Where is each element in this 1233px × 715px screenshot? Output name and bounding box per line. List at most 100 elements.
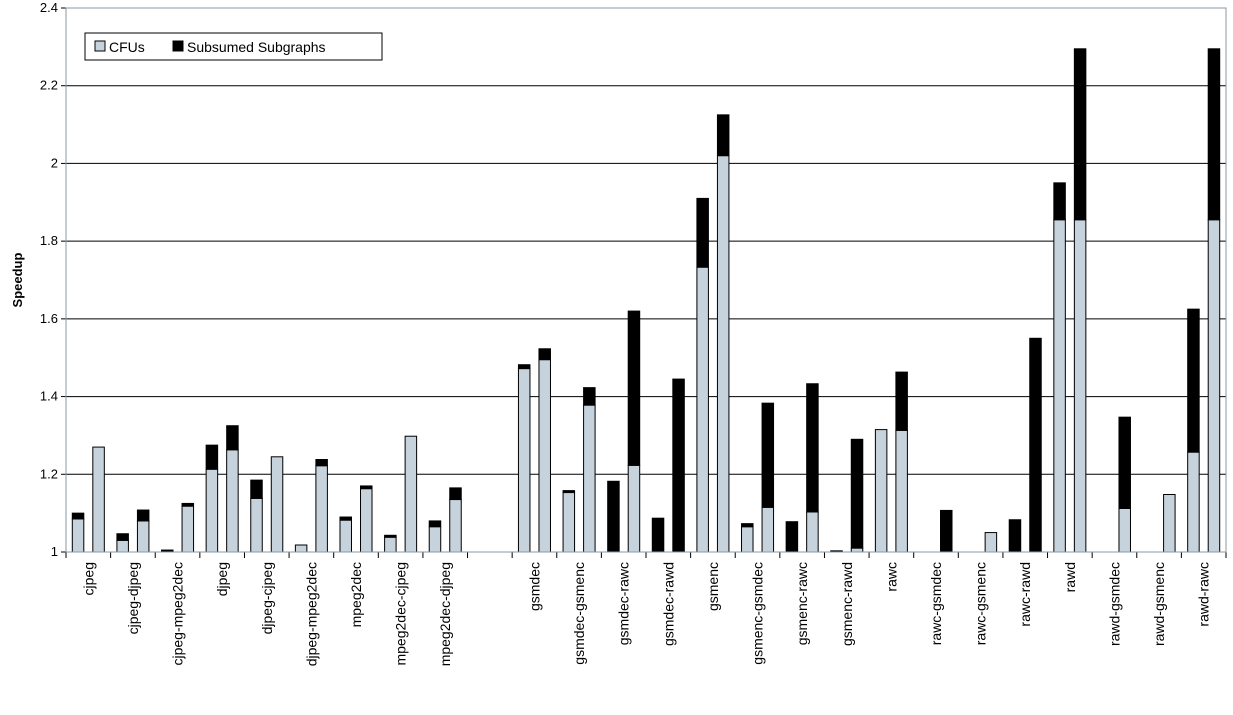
bar-subsumed-subgraphs [761, 402, 775, 508]
bar-subsumed-subgraphs [1053, 182, 1066, 221]
bar-cfus [984, 532, 998, 553]
bar-subsumed-subgraphs [449, 487, 462, 501]
y-tick-label: 1.4 [40, 389, 58, 404]
bar-subsumed-subgraphs [1073, 48, 1087, 221]
x-category-label: gsmenc-gsmdec [750, 562, 766, 665]
x-category-label: gsmenc-rawd [839, 562, 855, 646]
bar-subsumed-subgraphs [1008, 519, 1022, 553]
x-category-label: gsmenc-rawc [794, 562, 810, 645]
x-category-label: rawc-gsmdec [928, 562, 944, 645]
bar-subsumed-subgraphs [716, 114, 730, 157]
bar-cfus [850, 547, 864, 553]
legend-swatch-cfus [94, 40, 106, 52]
bar-cfus [428, 526, 442, 553]
bar-cfus [538, 359, 551, 553]
y-tick-label: 2 [51, 155, 58, 170]
bar-subsumed-subgraphs [940, 509, 953, 553]
x-category-label: djpeg-cjpeg [259, 562, 275, 634]
bar-cfus [1163, 493, 1176, 553]
bar-cfus [315, 465, 328, 553]
plot-area-frame [65, 7, 1227, 553]
x-category-label: gsmdec-gsmenc [571, 562, 587, 665]
x-category-label: rawd [1062, 562, 1078, 592]
bar-cfus [384, 536, 397, 553]
bar-subsumed-subgraphs [607, 480, 620, 553]
bars [71, 48, 1221, 553]
bar-cfus [1053, 219, 1066, 553]
bar-subsumed-subgraphs [339, 516, 352, 521]
x-category-label: rawc-rawd [1017, 562, 1033, 627]
bar-cfus [205, 468, 219, 553]
bar-cfus [116, 539, 129, 553]
x-category-label: cjpeg-mpeg2dec [170, 562, 186, 666]
x-category-label: gsmdec-rawc [616, 562, 632, 645]
bar-subsumed-subgraphs [850, 438, 864, 549]
bar-cfus [1118, 507, 1131, 553]
legend-label-cfus: CFUs [109, 39, 145, 55]
bar-cfus [1187, 451, 1200, 553]
x-category-label: cjpeg [80, 562, 96, 595]
bar-subsumed-subgraphs [384, 534, 397, 538]
x-category-label: cjpeg-djpeg [125, 562, 141, 634]
bar-cfus [627, 464, 641, 553]
bar-subsumed-subgraphs [205, 444, 219, 470]
bar-subsumed-subgraphs [250, 479, 263, 499]
bar-subsumed-subgraphs [583, 387, 596, 406]
bar-cfus [294, 544, 308, 553]
bar-cfus [92, 446, 105, 553]
bar-subsumed-subgraphs [806, 383, 819, 513]
bar-cfus [181, 505, 195, 553]
bar-cfus [1073, 219, 1087, 553]
x-category-label: djpeg [214, 562, 230, 596]
bar-subsumed-subgraphs [672, 378, 685, 553]
legend-box [84, 32, 383, 61]
bar-subsumed-subgraphs [1187, 308, 1200, 453]
bar-cfus [716, 155, 730, 553]
bar-subsumed-subgraphs [517, 364, 531, 370]
bar-cfus [1207, 219, 1221, 553]
x-category-label: rawc-gsmenc [973, 562, 989, 645]
y-tick-label: 1.2 [40, 466, 58, 481]
bar-cfus [583, 404, 596, 553]
x-category-label: rawd-gsmdec [1106, 562, 1122, 646]
bar-subsumed-subgraphs [116, 533, 129, 541]
bar-subsumed-subgraphs [1118, 416, 1131, 509]
bar-subsumed-subgraphs [428, 520, 442, 528]
bar-cfus [71, 518, 85, 553]
legend-swatch-subsumed-subgraphs [172, 40, 184, 52]
bar-subsumed-subgraphs [785, 521, 799, 553]
x-category-label: rawc [883, 562, 899, 592]
bar-cfus [270, 456, 284, 553]
y-tick-label: 1 [51, 544, 58, 559]
y-tick-labels: 1 1.2 1.4 1.6 1.8 2 2.2 2.4 [40, 0, 58, 559]
bar-cfus [226, 449, 239, 553]
bar-subsumed-subgraphs [627, 310, 641, 466]
bar-cfus [449, 499, 462, 553]
bar-cfus [339, 519, 352, 553]
bar-subsumed-subgraphs [562, 490, 576, 494]
bar-subsumed-subgraphs [315, 459, 328, 467]
bar-subsumed-subgraphs [538, 348, 551, 361]
bar-subsumed-subgraphs [71, 512, 85, 520]
x-category-label: mpeg2dec [348, 562, 364, 627]
y-tick-label: 2.4 [40, 0, 58, 15]
y-tick-label: 1.6 [40, 311, 58, 326]
bar-subsumed-subgraphs [696, 197, 709, 268]
y-tick-label: 1.8 [40, 233, 58, 248]
bar-subsumed-subgraphs [226, 425, 239, 451]
legend: CFUs Subsumed Subgraphs [84, 32, 383, 61]
legend-label-subsumed-subgraphs: Subsumed Subgraphs [187, 39, 326, 55]
bar-subsumed-subgraphs [360, 485, 373, 490]
bar-cfus [696, 266, 709, 553]
x-category-label: gsmdec-rawd [660, 562, 676, 646]
y-tick-label: 2.2 [40, 78, 58, 93]
bar-cfus [562, 492, 576, 553]
x-category-label: gsmenc [705, 562, 721, 611]
bar-cfus [761, 506, 775, 553]
x-category-label: gsmdec [526, 562, 542, 611]
bar-subsumed-subgraphs [651, 517, 665, 553]
x-category-label: mpeg2dec-djpeg [437, 562, 453, 666]
x-category-label: rawd-rawc [1196, 562, 1212, 627]
bar-cfus [404, 435, 418, 553]
